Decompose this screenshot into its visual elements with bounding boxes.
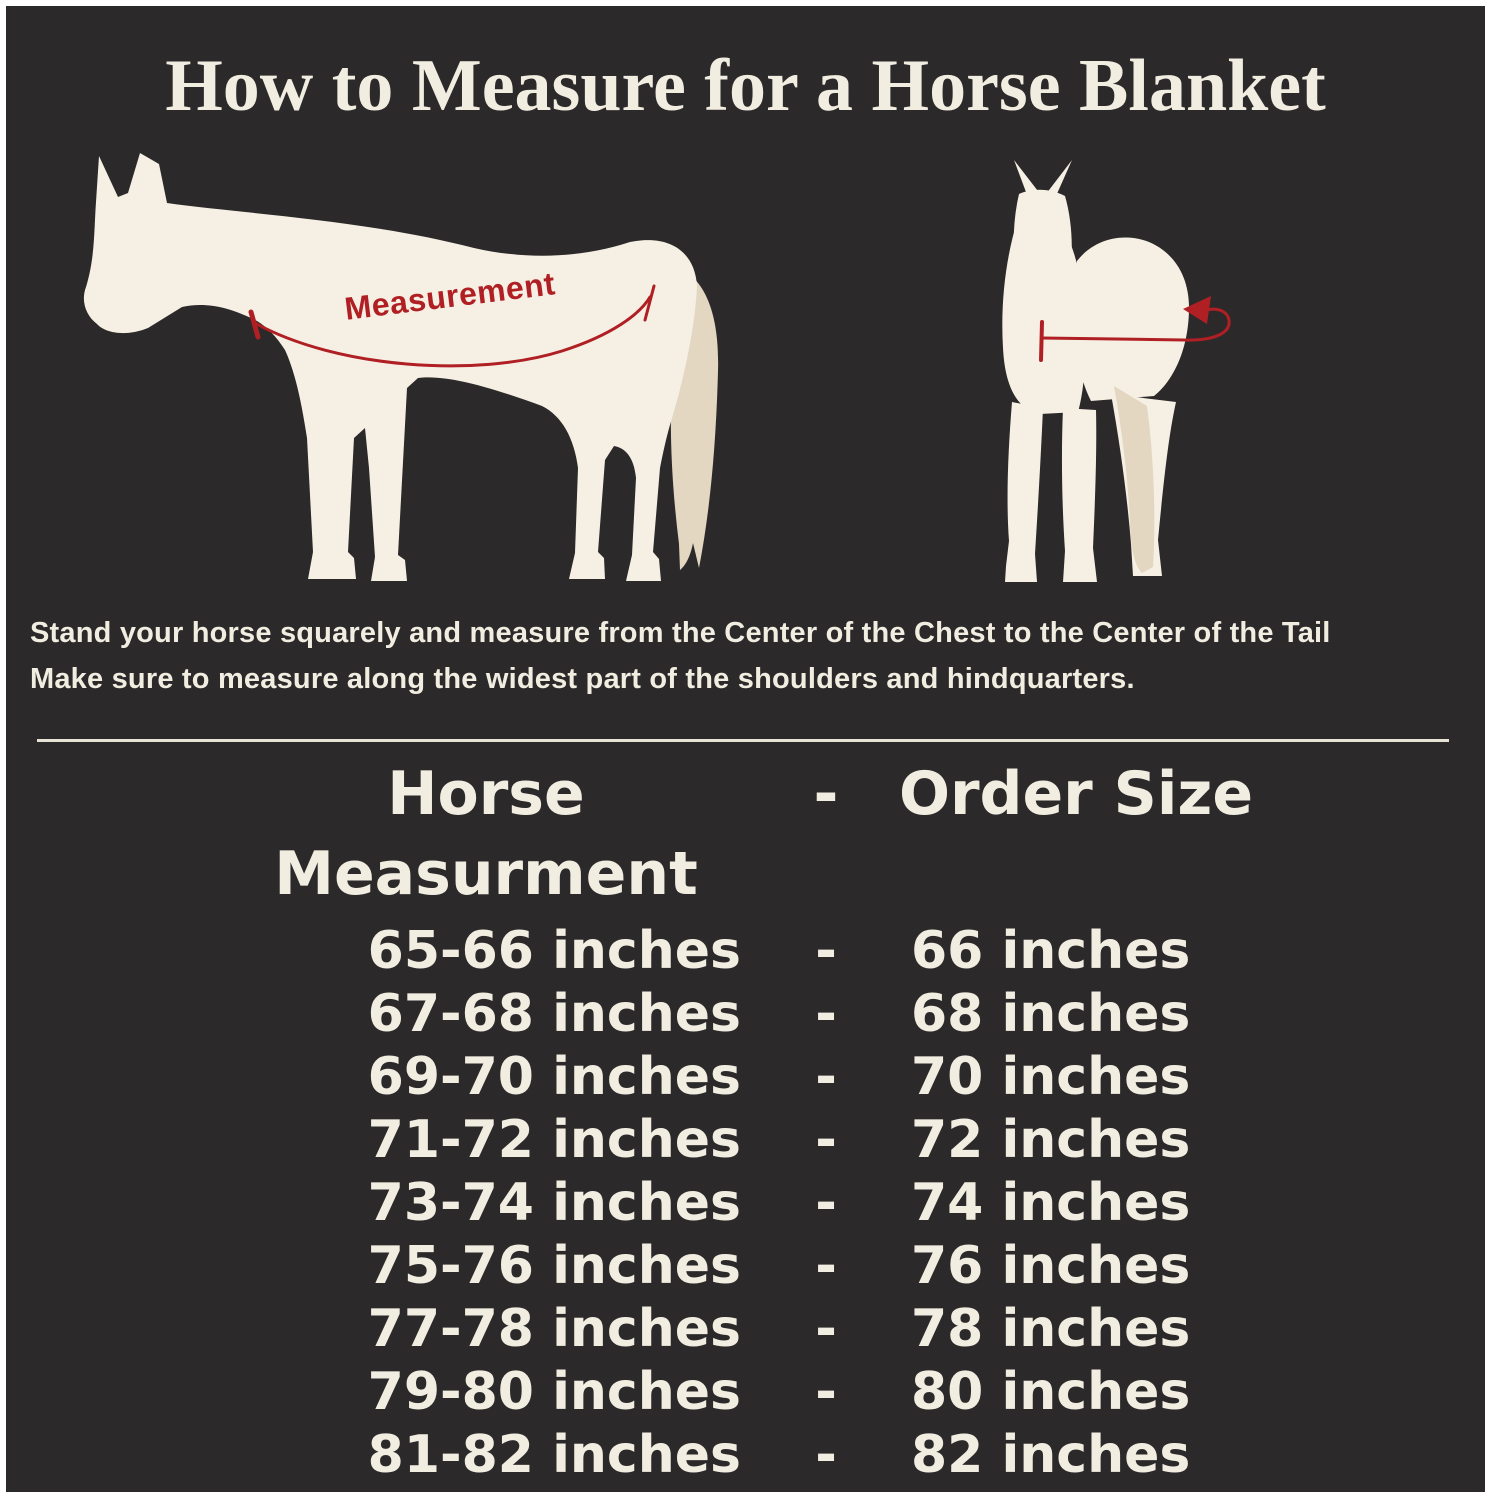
infographic-panel: How to Measure for a Horse Blanket: [6, 6, 1485, 1492]
horse-measurement-value: 69-70 inches: [367, 1047, 741, 1107]
row-separator-dash: -: [815, 1047, 837, 1107]
wrap-arrow: [1039, 296, 1231, 362]
size-table: Horse Measurment - Order Size 65-66 inch…: [6, 754, 1485, 1492]
order-size-value: 72 inches: [911, 1110, 1191, 1170]
instructions-text: Stand your horse squarely and measure fr…: [30, 610, 1475, 702]
wrap-arrow-head: [1183, 296, 1211, 324]
row-separator-dash: -: [815, 1299, 837, 1359]
front-horse-head: [1013, 189, 1072, 307]
front-horse-front-leg-left: [1005, 402, 1043, 582]
row-separator-dash: -: [815, 1173, 837, 1233]
order-size-value: 74 inches: [911, 1173, 1191, 1233]
row-separator-dash: -: [815, 1362, 837, 1422]
order-size-value: 70 inches: [911, 1047, 1191, 1107]
row-separator-dash: -: [815, 1110, 837, 1170]
horse-measurement-value: 65-66 inches: [367, 921, 741, 981]
front-horse-barrel: [1072, 237, 1190, 401]
horse-measurement-value: 81-82 inches: [367, 1425, 741, 1485]
row-separator-dash: -: [815, 921, 837, 981]
front-horse-left-ear: [1014, 160, 1041, 200]
order-size-value: 68 inches: [911, 984, 1191, 1044]
order-size-value: 78 inches: [911, 1299, 1191, 1359]
header-order-size: Order Size: [898, 759, 1254, 829]
order-size-value: 82 inches: [911, 1425, 1191, 1485]
order-size-value: 84 inches: [911, 1487, 1485, 1492]
horse-measurement-value: 73-74 inches: [367, 1173, 741, 1233]
header-horse-measurement: Horse Measurment: [274, 759, 698, 909]
row-separator-dash: -: [741, 1487, 911, 1492]
size-table-row: 67-68 inches - 68 inches: [6, 983, 1485, 1046]
wrap-arrow-line: [1040, 307, 1231, 342]
header-separator-dash: -: [813, 759, 839, 829]
size-table-row: 81-82 inches - 82 inches: [6, 1424, 1485, 1487]
divider-line: [37, 739, 1449, 742]
row-separator-dash: -: [815, 1236, 837, 1296]
order-size-value: 80 inches: [911, 1362, 1191, 1422]
page-title: How to Measure for a Horse Blanket: [165, 45, 1326, 127]
measurement-start-tick: [248, 309, 261, 340]
size-table-row: 69-70 inches - 70 inches: [6, 1046, 1485, 1109]
side-view-horse-illustration: [83, 153, 719, 581]
size-table-row: 75-76 inches - 76 inches: [6, 1235, 1485, 1298]
order-size-value: 66 inches: [911, 921, 1191, 981]
front-horse-front-leg-right: [1061, 408, 1097, 582]
side-horse-body: [83, 153, 698, 581]
horse-measurement-value: 71-72 inches: [367, 1110, 741, 1170]
horse-measurement-value: 79-80 inches: [367, 1362, 741, 1422]
measurement-label: Measurement: [342, 265, 558, 327]
horse-measurement-value: 67-68 inches: [367, 984, 741, 1044]
size-table-row: 79-80 inches - 80 inches: [6, 1361, 1485, 1424]
instructions-line-2: Make sure to measure along the widest pa…: [30, 663, 1135, 695]
front-horse-tail: [1114, 386, 1155, 573]
front-horse-hind-leg: [1111, 394, 1176, 576]
size-table-rows: 65-66 inches - 66 inches 67-68 inches - …: [6, 920, 1485, 1492]
size-table-header: Horse Measurment - Order Size: [6, 754, 1485, 914]
horse-measurement-value: 75-76 inches: [367, 1236, 741, 1296]
row-separator-dash: -: [815, 984, 837, 1044]
instructions-line-1: Stand your horse squarely and measure fr…: [30, 617, 1331, 649]
header-spacer: [6, 754, 176, 914]
horse-measurement-value: 83-84 inches: [6, 1487, 741, 1492]
measurement-end-tick: [643, 284, 656, 322]
side-horse-tail: [658, 261, 719, 570]
horse-measurement-value: 77-78 inches: [367, 1299, 741, 1359]
front-horse-neck-chest: [1002, 203, 1086, 414]
front-view-horse-illustration: [1002, 160, 1190, 582]
order-size-value: 76 inches: [911, 1236, 1191, 1296]
size-table-row: 77-78 inches - 78 inches: [6, 1298, 1485, 1361]
front-horse-right-ear: [1046, 160, 1072, 196]
size-table-row: 71-72 inches - 72 inches: [6, 1109, 1485, 1172]
row-separator-dash: -: [815, 1425, 837, 1485]
wrap-arrow-tick: [1039, 320, 1044, 362]
size-table-row: 65-66 inches - 66 inches: [6, 920, 1485, 983]
size-table-row: 73-74 inches - 74 inches: [6, 1172, 1485, 1235]
size-table-row: 83-84 inches - 84 inches: [6, 1487, 1485, 1492]
